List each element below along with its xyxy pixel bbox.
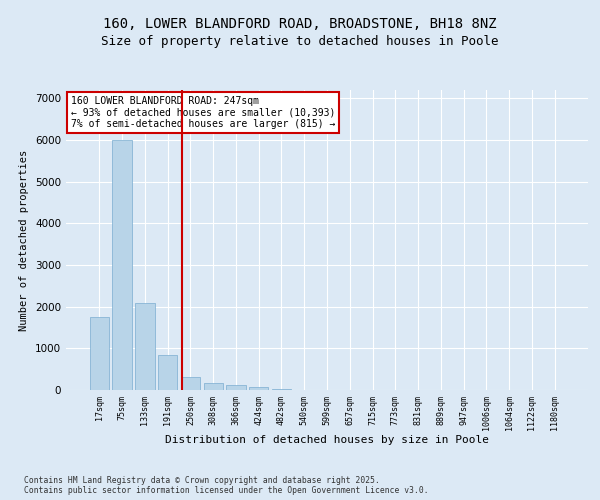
Bar bbox=[181, 376, 200, 390]
Bar bbox=[226, 385, 245, 390]
X-axis label: Distribution of detached houses by size in Poole: Distribution of detached houses by size … bbox=[165, 436, 489, 446]
Bar bbox=[249, 388, 268, 390]
Y-axis label: Number of detached properties: Number of detached properties bbox=[19, 150, 29, 330]
Bar bbox=[135, 302, 155, 390]
Text: 160, LOWER BLANDFORD ROAD, BROADSTONE, BH18 8NZ: 160, LOWER BLANDFORD ROAD, BROADSTONE, B… bbox=[103, 18, 497, 32]
Text: Contains HM Land Registry data © Crown copyright and database right 2025.
Contai: Contains HM Land Registry data © Crown c… bbox=[24, 476, 428, 495]
Bar bbox=[272, 389, 291, 390]
Bar bbox=[203, 382, 223, 390]
Text: 160 LOWER BLANDFORD ROAD: 247sqm
← 93% of detached houses are smaller (10,393)
7: 160 LOWER BLANDFORD ROAD: 247sqm ← 93% o… bbox=[71, 96, 335, 129]
Bar bbox=[90, 317, 109, 390]
Bar bbox=[158, 356, 178, 390]
Bar bbox=[112, 140, 132, 390]
Text: Size of property relative to detached houses in Poole: Size of property relative to detached ho… bbox=[101, 35, 499, 48]
